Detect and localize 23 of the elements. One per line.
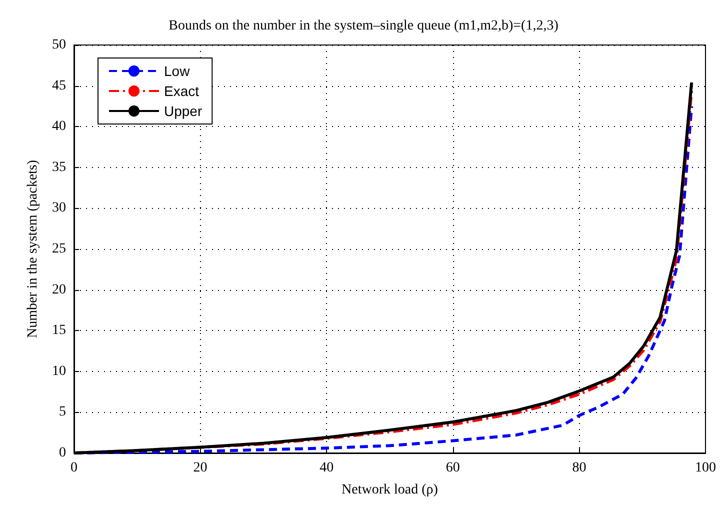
y-tick-label: 45 [52, 78, 66, 94]
y-tick-label: 35 [52, 160, 66, 175]
x-tick-label: 80 [572, 460, 586, 476]
y-tick-label: 5 [59, 404, 66, 420]
y-tick-label: 30 [52, 200, 66, 216]
x-tick-label: 60 [446, 460, 460, 476]
x-tick-label: 20 [193, 460, 208, 476]
legend-label: Upper [164, 103, 202, 119]
y-tick-label: 25 [52, 242, 66, 256]
legend-label: Exact [164, 83, 200, 99]
y-tick-label: 15 [52, 323, 66, 338]
chart-title: Bounds on the number in the system–single queue (m1,m2,b)=(1,2,3) [168, 18, 559, 34]
y-tick-label: 40 [52, 119, 66, 134]
x-tick-label: 40 [320, 460, 334, 476]
x-axis-title: Network load (ρ) [342, 482, 438, 498]
legend-label: Low [164, 63, 191, 79]
x-tick-label: 100 [695, 460, 716, 476]
x-tick-label: 0 [70, 460, 78, 476]
y-tick-label: 50 [52, 38, 66, 52]
y-tick-label: 10 [52, 364, 66, 379]
y-axis-title: Number in the system (packets) [26, 160, 40, 338]
y-tick-label: 0 [59, 446, 66, 460]
y-tick-label: 20 [52, 282, 66, 298]
